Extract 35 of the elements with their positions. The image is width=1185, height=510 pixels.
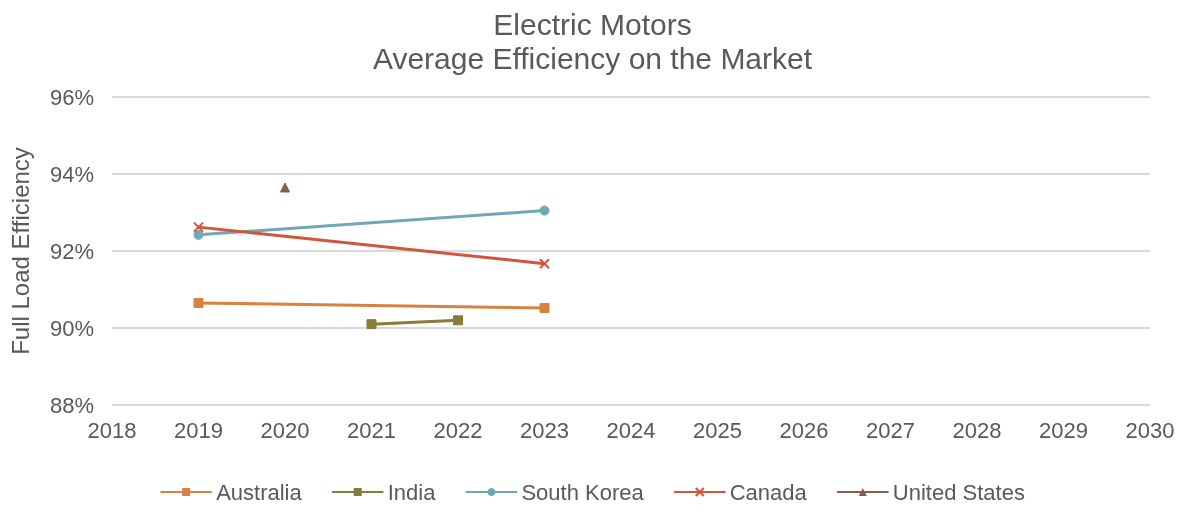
x-tick-label: 2027 <box>866 417 915 443</box>
x-tick-label: 2024 <box>606 417 656 443</box>
point <box>280 182 290 193</box>
point <box>539 302 550 313</box>
y-tick-label: 90% <box>49 315 94 341</box>
point <box>539 258 550 270</box>
x-tick-label: 2020 <box>260 417 310 443</box>
point <box>539 205 550 216</box>
legend-label: Canada <box>729 479 808 505</box>
x-tick-label: 2021 <box>347 417 396 443</box>
y-tick-label: 96% <box>49 84 94 110</box>
x-tick-label: 2023 <box>520 417 569 443</box>
x-tick-label: 2029 <box>1039 417 1088 443</box>
x-tick-label: 2022 <box>433 417 483 443</box>
legend-label: Australia <box>216 479 303 505</box>
x-tick-label: 2030 <box>1125 417 1175 443</box>
x-tick-label: 2028 <box>952 417 1002 443</box>
x-tick-label: 2019 <box>174 417 223 443</box>
legend-label: South Korea <box>521 479 645 505</box>
legend-label: United States <box>892 479 1025 505</box>
point <box>366 319 377 330</box>
x-tick-label: 2026 <box>779 417 829 443</box>
chart-subtitle: Average Efficiency on the Market <box>372 41 813 75</box>
y-axis-title: Full Load Efficiency <box>6 147 34 355</box>
point <box>193 229 204 240</box>
point <box>193 297 204 308</box>
chart-title: Electric Motors <box>493 7 692 41</box>
x-tick-label: 2018 <box>87 417 137 443</box>
legend-label: India <box>387 479 437 505</box>
point <box>193 221 204 233</box>
x-tick-label: 2025 <box>693 417 742 443</box>
y-tick-label: 88% <box>49 392 94 418</box>
y-tick-label: 92% <box>49 238 94 264</box>
point <box>453 315 463 326</box>
y-tick-label: 94% <box>49 161 94 187</box>
